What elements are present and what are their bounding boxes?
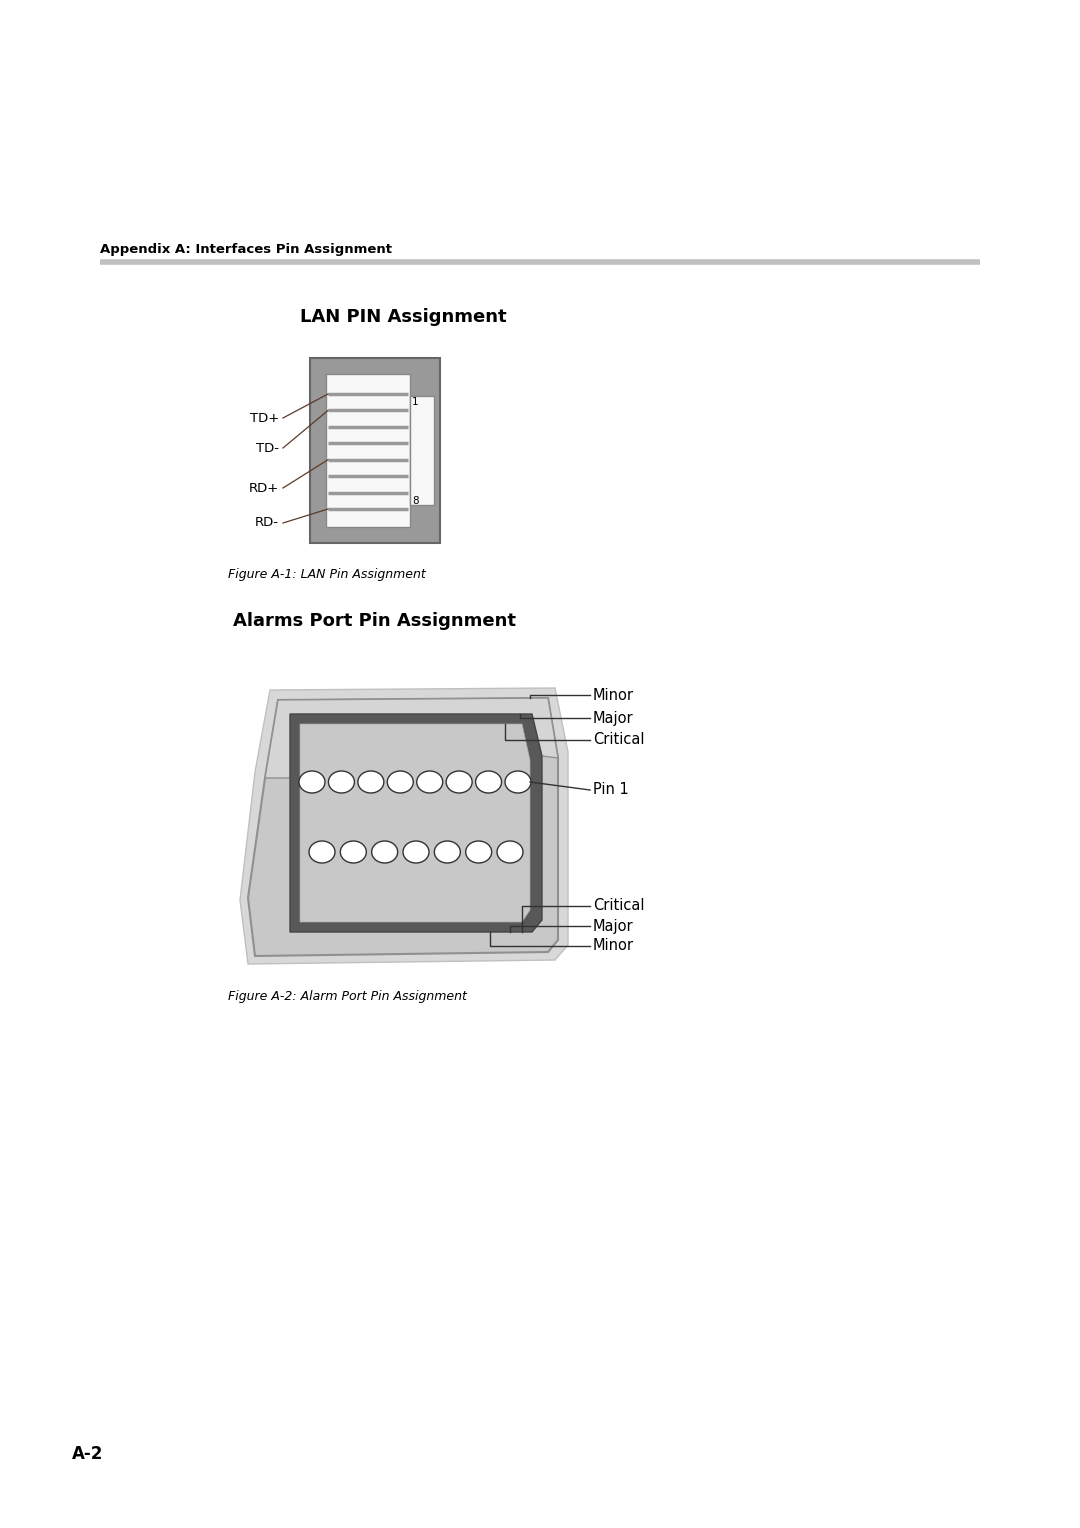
Bar: [410, 396, 434, 504]
Text: Minor: Minor: [593, 688, 634, 703]
Text: Critical: Critical: [593, 898, 645, 914]
Ellipse shape: [446, 772, 472, 793]
Bar: [310, 358, 440, 542]
Ellipse shape: [309, 840, 335, 863]
Text: Figure A-2: Alarm Port Pin Assignment: Figure A-2: Alarm Port Pin Assignment: [228, 990, 467, 1002]
Ellipse shape: [475, 772, 501, 793]
Ellipse shape: [328, 772, 354, 793]
Text: Appendix A: Interfaces Pin Assignment: Appendix A: Interfaces Pin Assignment: [100, 243, 392, 257]
Text: Minor: Minor: [593, 938, 634, 953]
Text: Figure A-1: LAN Pin Assignment: Figure A-1: LAN Pin Assignment: [228, 568, 426, 581]
Ellipse shape: [417, 772, 443, 793]
Polygon shape: [240, 688, 568, 964]
Polygon shape: [300, 724, 530, 921]
Ellipse shape: [497, 840, 523, 863]
Text: 8: 8: [411, 497, 419, 506]
Polygon shape: [265, 698, 558, 778]
Text: Major: Major: [593, 918, 634, 934]
Ellipse shape: [465, 840, 491, 863]
Text: Pin 1: Pin 1: [593, 782, 629, 798]
Polygon shape: [248, 698, 558, 957]
Ellipse shape: [357, 772, 383, 793]
Text: Critical: Critical: [593, 732, 645, 747]
Ellipse shape: [340, 840, 366, 863]
Text: Alarms Port Pin Assignment: Alarms Port Pin Assignment: [233, 613, 516, 630]
Ellipse shape: [372, 840, 397, 863]
Ellipse shape: [434, 840, 460, 863]
Polygon shape: [291, 714, 542, 932]
Text: LAN PIN Assignment: LAN PIN Assignment: [300, 309, 507, 325]
Text: TD-: TD-: [256, 442, 279, 454]
Ellipse shape: [388, 772, 414, 793]
Text: Major: Major: [593, 711, 634, 726]
Text: A-2: A-2: [72, 1445, 104, 1462]
Text: RD-: RD-: [255, 516, 279, 530]
Ellipse shape: [403, 840, 429, 863]
Text: 1: 1: [411, 397, 419, 406]
Text: RD+: RD+: [248, 481, 279, 495]
Ellipse shape: [505, 772, 531, 793]
Text: TD+: TD+: [249, 411, 279, 425]
Bar: [326, 374, 410, 527]
Ellipse shape: [299, 772, 325, 793]
